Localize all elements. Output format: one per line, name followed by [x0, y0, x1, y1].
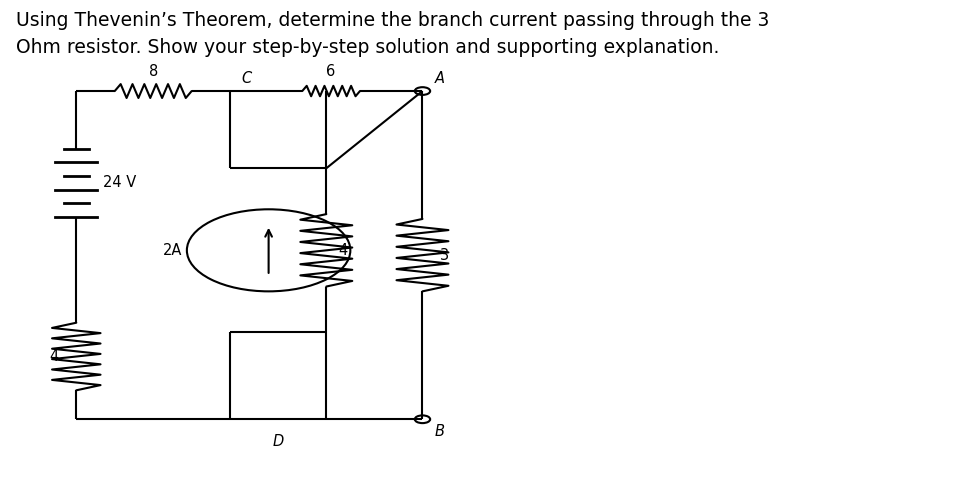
Circle shape — [415, 415, 430, 423]
Text: 4: 4 — [50, 349, 59, 364]
Circle shape — [415, 87, 430, 95]
Text: Using Thevenin’s Theorem, determine the branch current passing through the 3
Ohm: Using Thevenin’s Theorem, determine the … — [16, 11, 769, 57]
Text: C: C — [242, 71, 252, 86]
Text: 24 V: 24 V — [103, 175, 137, 190]
Text: 8: 8 — [148, 64, 158, 79]
Text: 2A: 2A — [163, 243, 183, 258]
Text: A: A — [435, 71, 445, 86]
Text: D: D — [272, 434, 284, 449]
Text: 4: 4 — [338, 243, 347, 258]
Text: 3: 3 — [440, 247, 449, 263]
Text: 6: 6 — [327, 64, 336, 79]
Text: B: B — [435, 424, 445, 439]
